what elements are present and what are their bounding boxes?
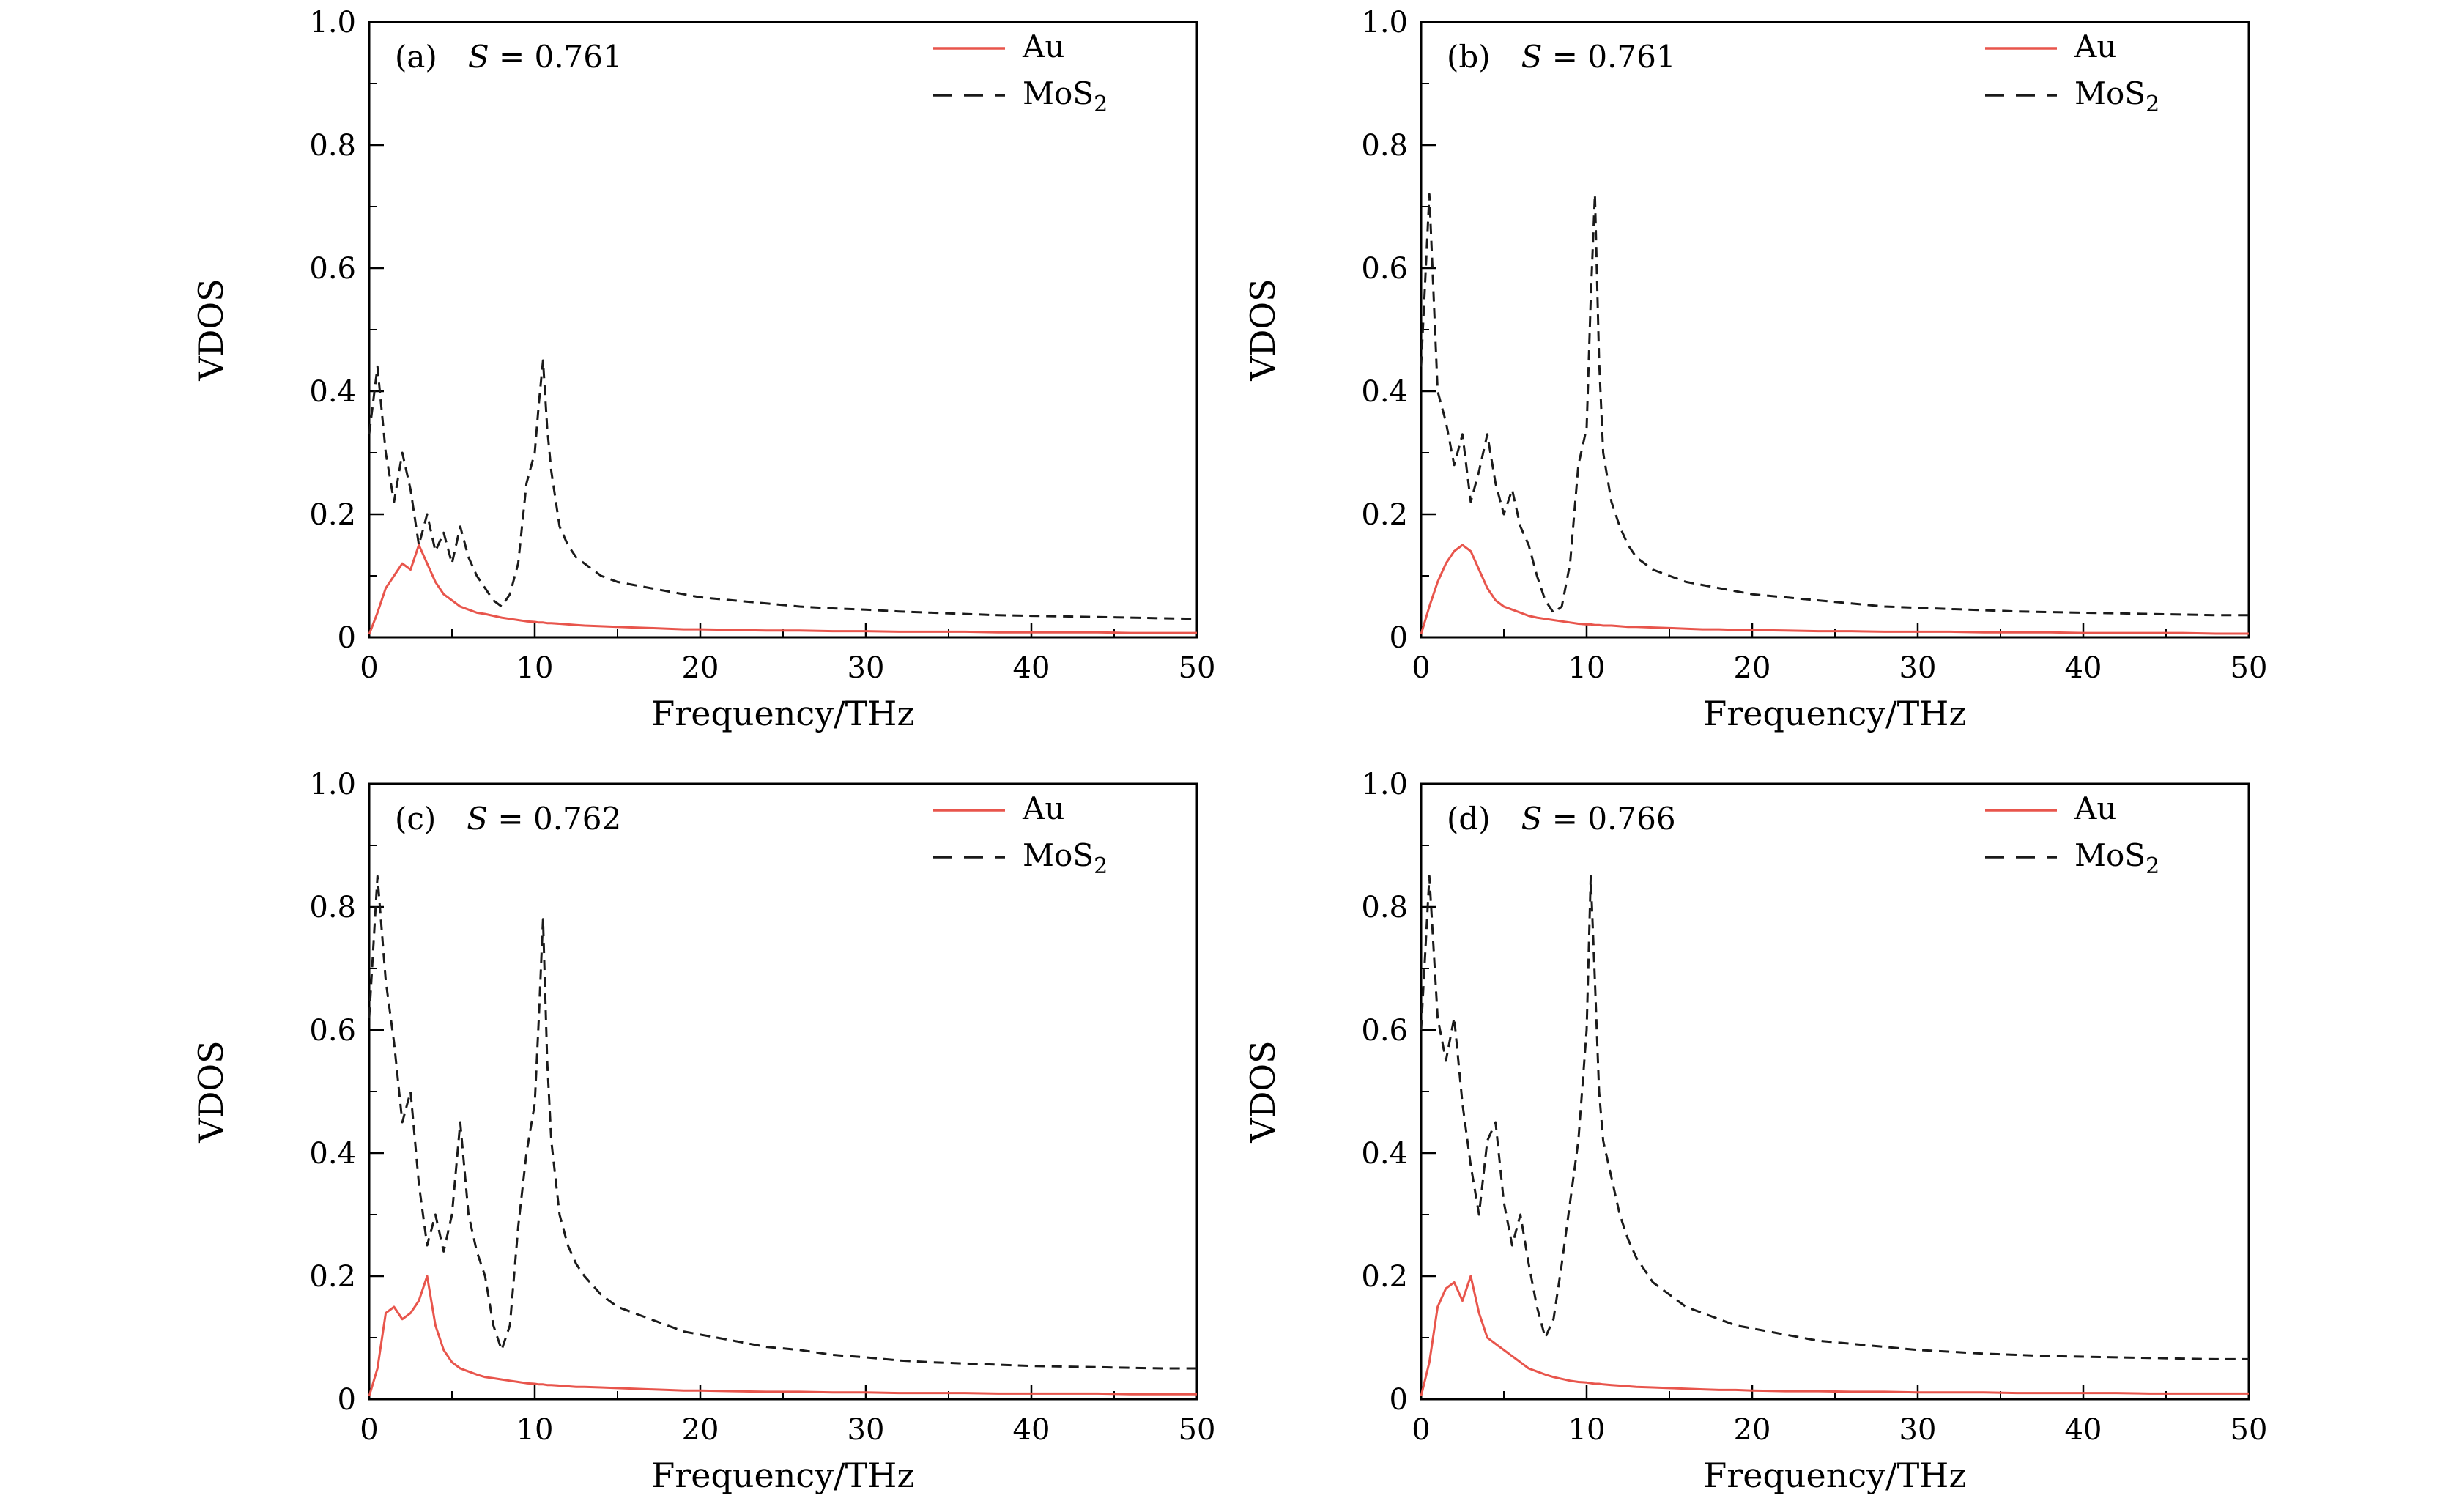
x-tick-label: 30 bbox=[1899, 1413, 1937, 1447]
y-tick-label: 0.2 bbox=[1361, 498, 1408, 532]
y-tick-label: 0.8 bbox=[1361, 891, 1408, 924]
x-tick-label: 40 bbox=[2065, 1413, 2102, 1447]
x-tick-label: 40 bbox=[1013, 651, 1050, 685]
x-tick-label: 10 bbox=[516, 1413, 554, 1447]
y-tick-label: 0 bbox=[338, 1383, 356, 1417]
y-tick-label: 0.6 bbox=[309, 1014, 356, 1048]
panel-annotation: (a) S = 0.761 bbox=[395, 39, 623, 75]
series-line-mos bbox=[1420, 875, 2249, 1360]
y-tick-label: 0.2 bbox=[309, 1260, 356, 1294]
plot-frame bbox=[368, 782, 1198, 1401]
x-axis-label: Frequency/THz bbox=[1703, 694, 1966, 733]
y-tick-label: 1.0 bbox=[1361, 768, 1408, 801]
y-tick-label: 1.0 bbox=[1361, 6, 1408, 40]
legend-label-au: Au bbox=[1022, 29, 1064, 64]
x-tick-label: 30 bbox=[848, 651, 885, 685]
legend-label-mos: MoS2 bbox=[2074, 837, 2159, 879]
chart-panel-b: 0 10 20 30 40 50 0 0.2 0.4 0.6 0.8 1.0 Frequency/THz… bbox=[1179, 0, 2322, 747]
legend-label-au: Au bbox=[2074, 790, 2116, 826]
x-tick-label: 20 bbox=[682, 1413, 719, 1447]
chart-panel-a: 0 10 20 30 40 50 0 0.2 0.4 0.6 0.8 1.0 Frequency/THz… bbox=[127, 0, 1270, 747]
x-tick-label: 0 bbox=[1412, 651, 1430, 685]
x-tick-label: 0 bbox=[360, 651, 378, 685]
x-tick-label: 10 bbox=[1568, 651, 1606, 685]
x-axis-label: Frequency/THz bbox=[651, 1456, 914, 1495]
panel-annotation: (b) S = 0.761 bbox=[1447, 39, 1676, 75]
x-tick-label: 40 bbox=[1013, 1413, 1050, 1447]
x-tick-label: 20 bbox=[1734, 1413, 1771, 1447]
x-tick-label: 30 bbox=[1899, 651, 1937, 685]
y-tick-label: 0.8 bbox=[1361, 129, 1408, 163]
y-tick-label: 1.0 bbox=[309, 6, 356, 40]
x-tick-label: 20 bbox=[682, 651, 719, 685]
legend-label-mos: MoS2 bbox=[1023, 75, 1108, 117]
y-tick-label: 0.4 bbox=[309, 1137, 356, 1171]
plot-frame bbox=[1420, 21, 2250, 639]
series-line-au bbox=[368, 544, 1197, 635]
y-axis-label: VDOS bbox=[1243, 1040, 1283, 1143]
x-tick-label: 30 bbox=[848, 1413, 885, 1447]
legend-label-au: Au bbox=[2074, 29, 2116, 64]
x-tick-label: 40 bbox=[2065, 651, 2102, 685]
y-tick-label: 0 bbox=[1390, 1383, 1408, 1417]
y-tick-label: 0 bbox=[338, 621, 356, 655]
panel-annotation: (d) S = 0.766 bbox=[1447, 801, 1676, 837]
y-tick-label: 0.6 bbox=[309, 252, 356, 286]
plot-frame bbox=[1420, 782, 2250, 1401]
x-tick-label: 50 bbox=[2231, 1413, 2268, 1447]
series-line-au bbox=[1420, 1275, 2249, 1397]
series-line-mos bbox=[368, 875, 1197, 1370]
x-tick-label: 0 bbox=[360, 1413, 378, 1447]
chart-panel-c: 0 10 20 30 40 50 0 0.2 0.4 0.6 0.8 1.0 Frequency/THz… bbox=[127, 762, 1270, 1509]
chart-svg: 0 10 20 30 40 50 0 0.2 0.4 0.6 0.8 1.0 Frequency/THz… bbox=[1243, 768, 2268, 1495]
legend-label-mos: MoS2 bbox=[2074, 75, 2159, 117]
chart-svg: 0 10 20 30 40 50 0 0.2 0.4 0.6 0.8 1.0 Frequency/THz… bbox=[1243, 6, 2268, 733]
x-tick-label: 50 bbox=[1179, 1413, 1216, 1447]
x-tick-label: 50 bbox=[2231, 651, 2268, 685]
x-axis-label: Frequency/THz bbox=[651, 694, 914, 733]
series-line-mos bbox=[1420, 193, 2249, 617]
y-axis-label: VDOS bbox=[191, 278, 231, 381]
y-tick-label: 0.4 bbox=[1361, 1137, 1408, 1171]
y-tick-label: 0.4 bbox=[1361, 375, 1408, 409]
x-axis-label: Frequency/THz bbox=[1703, 1456, 1966, 1495]
legend-label-mos: MoS2 bbox=[1023, 837, 1108, 879]
y-axis-label: VDOS bbox=[191, 1040, 231, 1143]
y-tick-label: 1.0 bbox=[309, 768, 356, 801]
y-tick-label: 0.8 bbox=[309, 129, 356, 163]
series-line-au bbox=[1420, 544, 2249, 635]
chart-svg: 0 10 20 30 40 50 0 0.2 0.4 0.6 0.8 1.0 Frequency/THz… bbox=[191, 768, 1216, 1495]
legend-label-au: Au bbox=[1022, 790, 1064, 826]
y-tick-label: 0.4 bbox=[309, 375, 356, 409]
plot-frame bbox=[368, 21, 1198, 639]
y-tick-label: 0.6 bbox=[1361, 252, 1408, 286]
x-tick-label: 0 bbox=[1412, 1413, 1430, 1447]
x-tick-label: 10 bbox=[1568, 1413, 1606, 1447]
series-line-au bbox=[368, 1275, 1197, 1397]
y-tick-label: 0 bbox=[1390, 621, 1408, 655]
panel-annotation: (c) S = 0.762 bbox=[395, 801, 621, 837]
chart-svg: 0 10 20 30 40 50 0 0.2 0.4 0.6 0.8 1.0 Frequency/THz… bbox=[191, 6, 1216, 733]
x-tick-label: 20 bbox=[1734, 651, 1771, 685]
y-tick-label: 0.2 bbox=[309, 498, 356, 532]
series-line-mos bbox=[368, 359, 1198, 620]
y-tick-label: 0.2 bbox=[1361, 1260, 1408, 1294]
x-tick-label: 50 bbox=[1179, 651, 1216, 685]
x-tick-label: 10 bbox=[516, 651, 554, 685]
chart-panel-d: 0 10 20 30 40 50 0 0.2 0.4 0.6 0.8 1.0 Frequency/THz… bbox=[1179, 762, 2322, 1509]
y-axis-label: VDOS bbox=[1243, 278, 1283, 381]
y-tick-label: 0.8 bbox=[309, 891, 356, 924]
y-tick-label: 0.6 bbox=[1361, 1014, 1408, 1048]
